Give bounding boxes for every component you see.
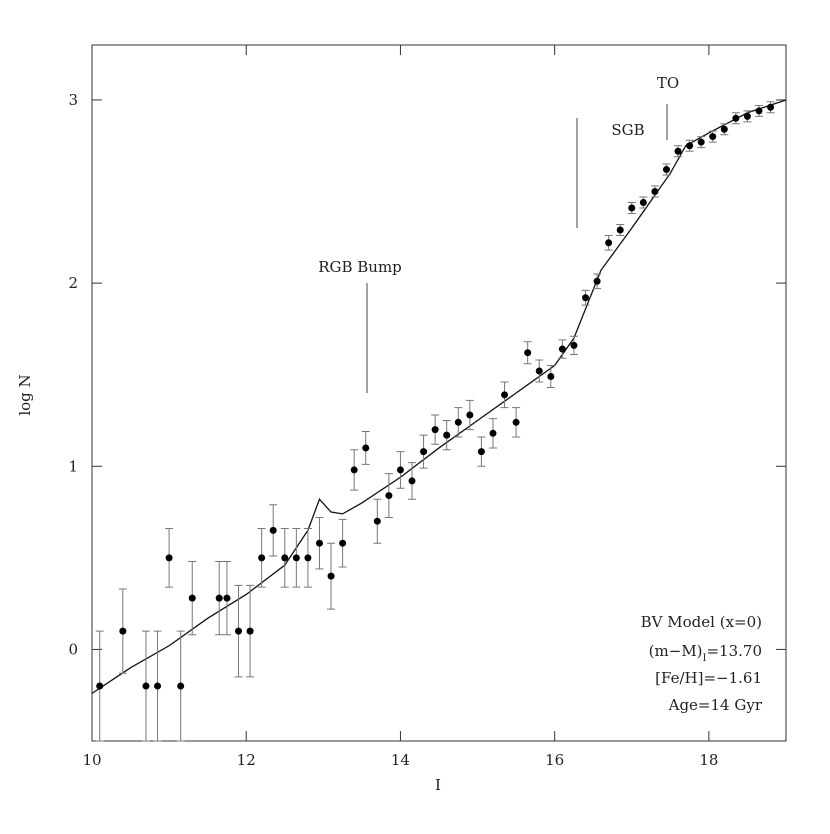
data-point: [119, 627, 127, 635]
data-point: [767, 103, 775, 111]
data-point: [215, 594, 223, 602]
x-tick-label: 16: [545, 751, 564, 769]
data-point: [639, 199, 647, 207]
data-point: [570, 341, 578, 349]
legend-text: =13.70: [706, 642, 762, 660]
data-point: [269, 526, 277, 534]
data-point: [466, 411, 474, 419]
data-point: [315, 539, 323, 547]
y-tick-label: 3: [68, 91, 78, 109]
data-point: [96, 682, 104, 690]
x-tick-label: 18: [699, 751, 718, 769]
plot-frame: [91, 44, 787, 742]
data-point: [743, 112, 751, 120]
annotation: SGB: [611, 121, 644, 139]
data-point: [339, 539, 347, 547]
data-point: [720, 125, 728, 133]
data-point: [385, 492, 393, 500]
data-point: [304, 554, 312, 562]
data-point: [489, 429, 497, 437]
data-point: [188, 594, 196, 602]
x-tick-label: 12: [237, 751, 256, 769]
data-point: [165, 554, 173, 562]
data-point: [454, 418, 462, 426]
annotation: RGB Bump: [318, 258, 402, 276]
data-point: [408, 477, 416, 485]
data-point: [223, 594, 231, 602]
data-point: [755, 107, 763, 115]
x-axis-label: I: [435, 776, 441, 794]
data-point: [558, 345, 566, 353]
data-point: [593, 277, 601, 285]
data-point: [246, 627, 254, 635]
legend-text: [Fe/H]=−1.61: [655, 669, 762, 687]
data-point: [443, 431, 451, 439]
data-point: [547, 373, 555, 381]
data-point: [431, 426, 439, 434]
legend-subscript: I: [703, 653, 707, 664]
data-point: [709, 133, 717, 141]
legend-text: Age=14 Gyr: [668, 696, 763, 714]
legend-text: BV Model (x=0): [641, 613, 762, 631]
data-point: [350, 466, 358, 474]
data-point: [258, 554, 266, 562]
data-point: [177, 682, 185, 690]
data-point: [281, 554, 289, 562]
model-line: [91, 99, 787, 694]
data-point: [362, 444, 370, 452]
data-point: [662, 166, 670, 174]
data-point: [373, 517, 381, 525]
legend-text: (m−M)I=13.70: [649, 642, 762, 664]
data-point: [420, 448, 428, 456]
data-point: [292, 554, 300, 562]
x-tick-label: 10: [82, 751, 101, 769]
data-point: [235, 627, 243, 635]
data-point: [605, 239, 613, 247]
data-point: [142, 682, 150, 690]
data-point: [512, 418, 520, 426]
y-tick-label: 1: [68, 457, 78, 475]
x-tick-label: 14: [391, 751, 410, 769]
data-point: [674, 147, 682, 155]
data-point: [154, 682, 162, 690]
data-point: [686, 142, 694, 150]
annotation: TO: [657, 74, 679, 92]
data-point: [327, 572, 335, 580]
legend-text: (m−M): [649, 642, 703, 660]
data-point: [732, 114, 740, 122]
y-tick-label: 2: [68, 274, 78, 292]
data-point: [651, 188, 659, 196]
data-point: [535, 367, 543, 375]
data-point: [616, 226, 624, 234]
y-tick-label: 0: [68, 640, 78, 658]
data-point: [501, 391, 509, 399]
y-axis-label: log N: [16, 374, 34, 415]
data-point: [396, 466, 404, 474]
data-point: [477, 448, 485, 456]
data-point: [697, 138, 705, 146]
data-point: [524, 349, 532, 357]
data-point: [582, 294, 590, 302]
data-point: [628, 204, 636, 212]
